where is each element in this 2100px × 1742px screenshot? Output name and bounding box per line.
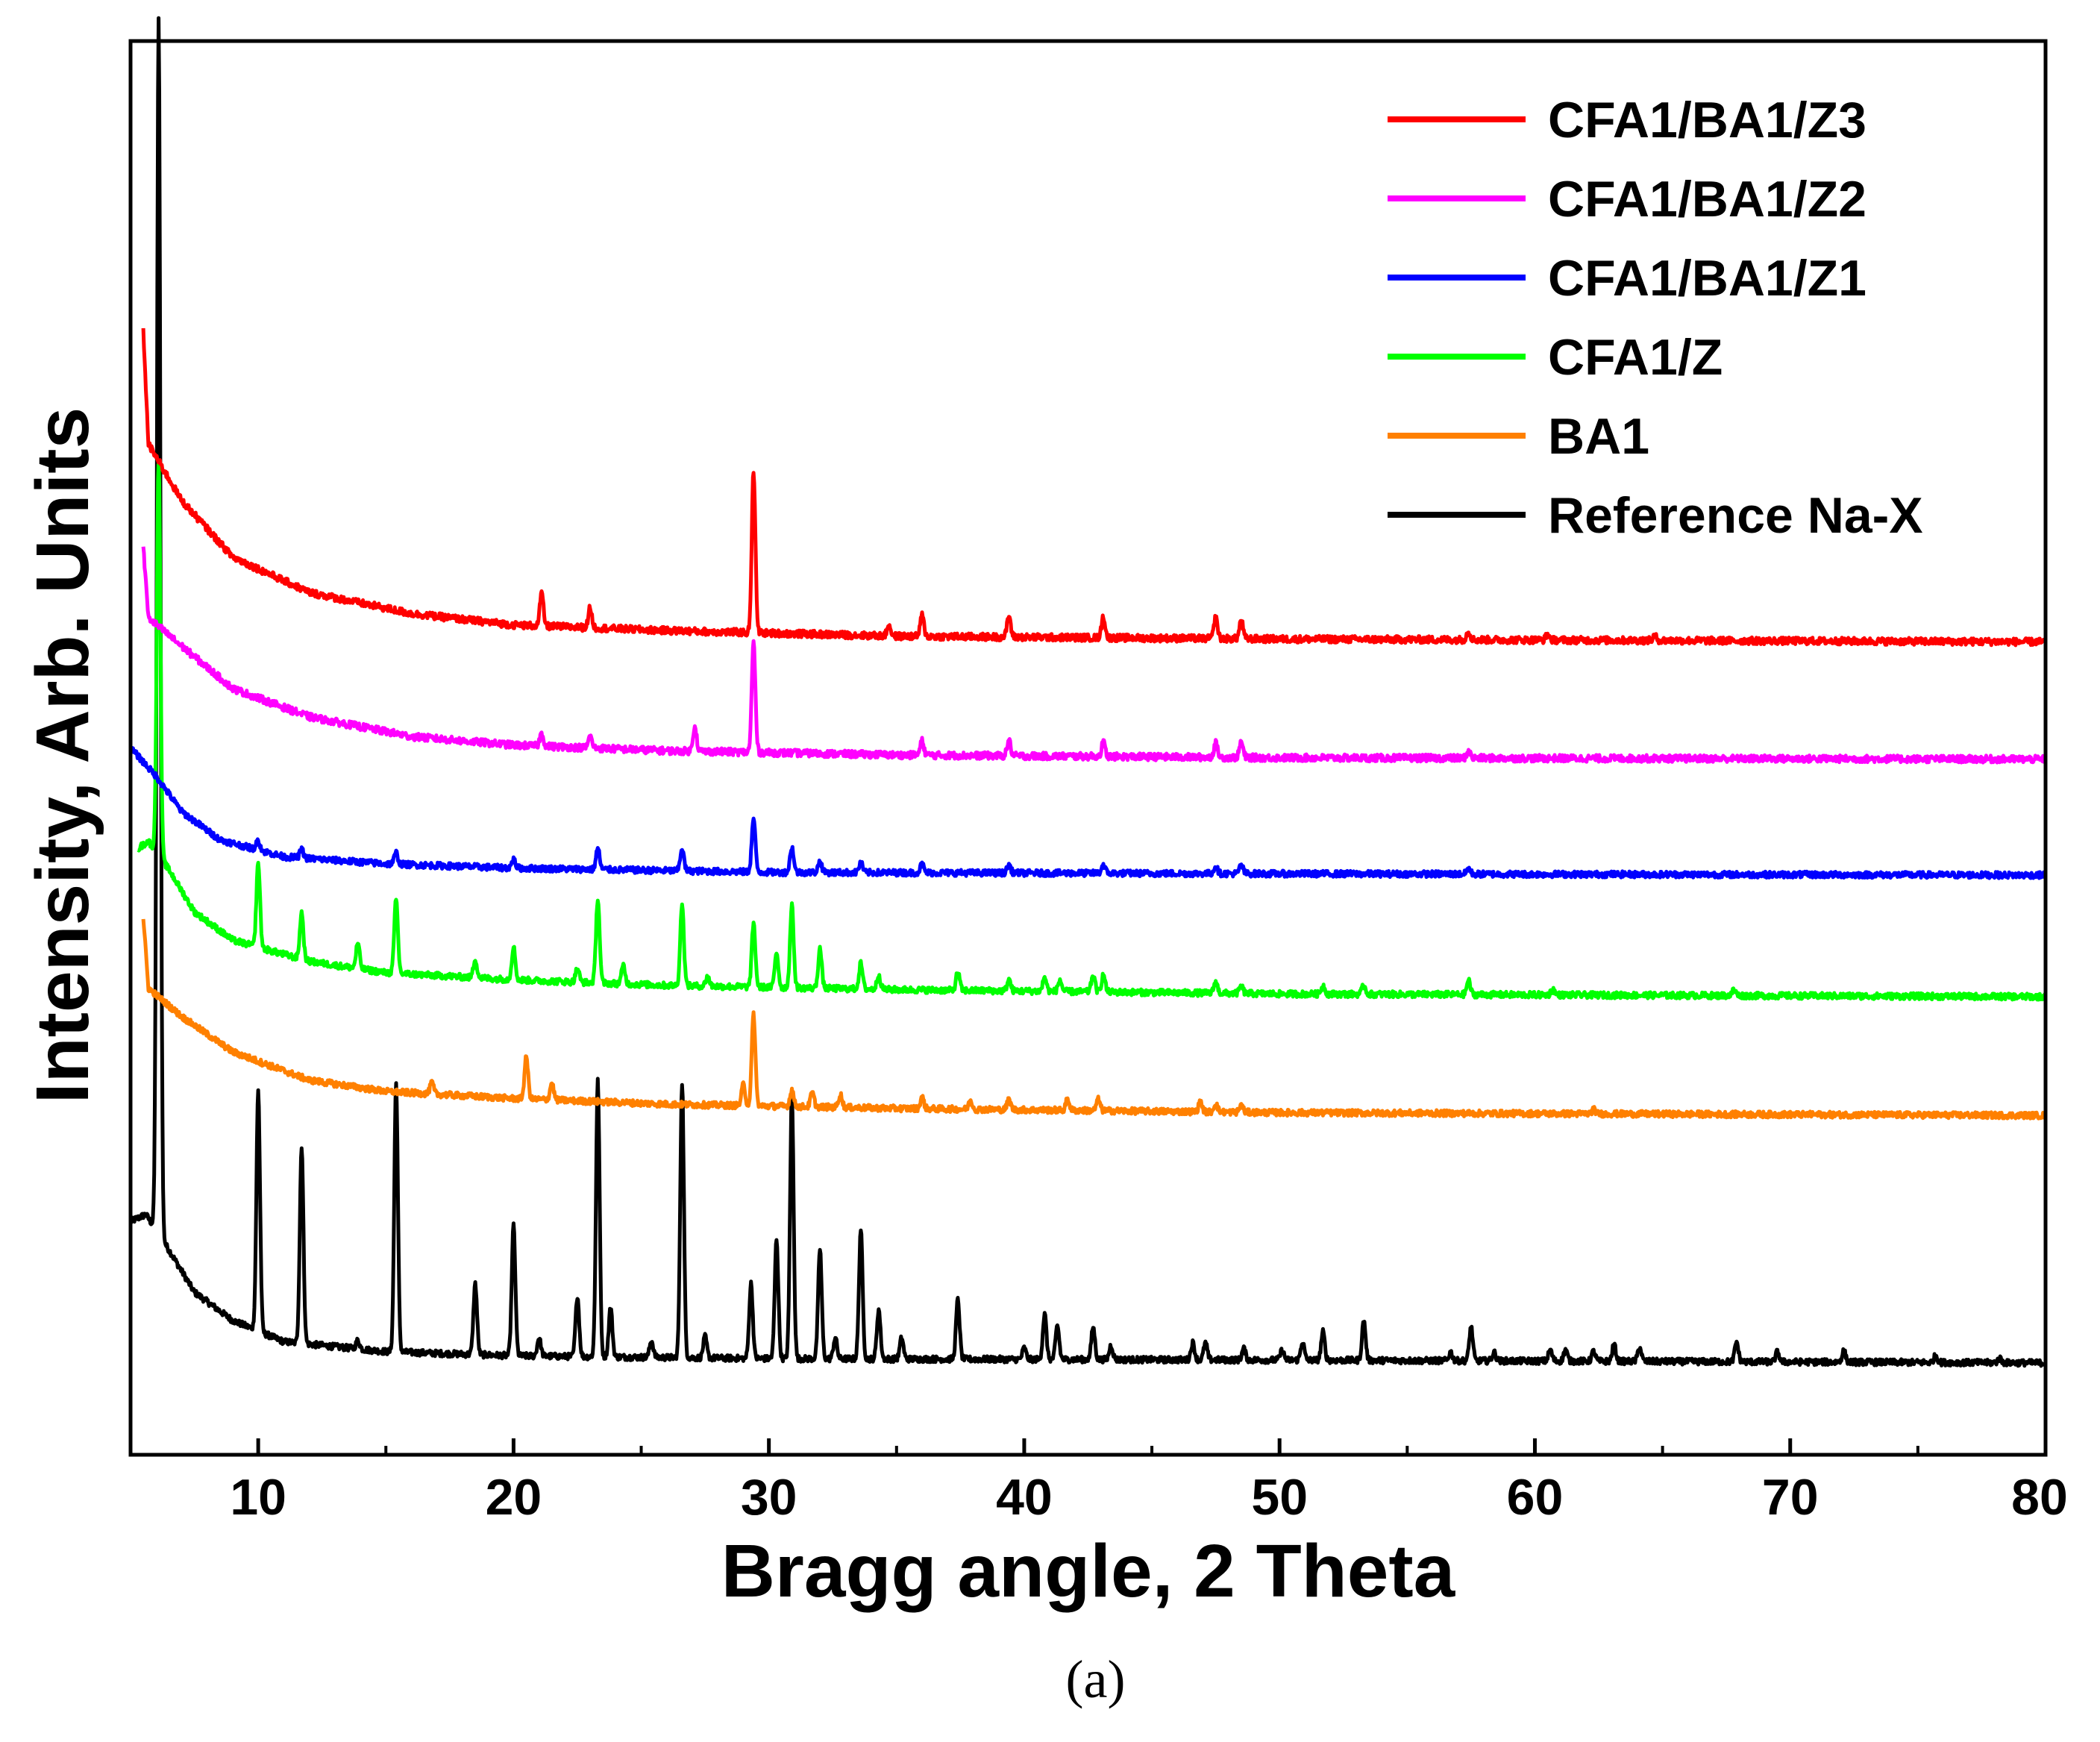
x-axis-label: Bragg angle, 2 Theta bbox=[721, 1529, 1456, 1613]
x-tick-label-50: 50 bbox=[1251, 1469, 1308, 1526]
legend-label-cfa1-z: CFA1/Z bbox=[1548, 329, 1723, 386]
legend-label-cfa1-ba1-z2: CFA1/BA1/Z2 bbox=[1548, 171, 1867, 228]
legend-label-ba1: BA1 bbox=[1548, 408, 1649, 465]
series-layer bbox=[128, 16, 2048, 1368]
series-line-cfa1-ba1-z3 bbox=[141, 328, 2048, 648]
x-axis-ticks: 10 20 30 40 50 60 70 80 bbox=[129, 1438, 2068, 1526]
x-tick-label-10: 10 bbox=[230, 1469, 286, 1526]
y-axis-label: Intensity, Arb. Units bbox=[21, 407, 104, 1103]
plot-frame bbox=[128, 39, 2048, 1457]
x-tick-label-70: 70 bbox=[1762, 1469, 1819, 1526]
series-line-cfa1-ba1-z1 bbox=[128, 746, 2048, 880]
x-tick-label-60: 60 bbox=[1507, 1469, 1564, 1526]
x-tick-label-20: 20 bbox=[486, 1469, 542, 1526]
series-line-ba1 bbox=[141, 918, 2047, 1121]
legend-label-cfa1-ba1-z3: CFA1/BA1/Z3 bbox=[1548, 92, 1867, 148]
figure-caption: (a) bbox=[1066, 1649, 1126, 1709]
series-line-cfa1-z bbox=[137, 460, 2048, 1002]
x-tick-label-80: 80 bbox=[2011, 1469, 2068, 1526]
legend-label-cfa1-ba1-z1: CFA1/BA1/Z1 bbox=[1548, 250, 1867, 307]
series-line-cfa1-ba1-z2 bbox=[141, 546, 2048, 765]
legend: CFA1/BA1/Z3 CFA1/BA1/Z2 CFA1/BA1/Z1 CFA1/Z B… bbox=[1388, 92, 1923, 544]
legend-label-reference-na-x: Reference Na-X bbox=[1548, 487, 1923, 544]
series-line-reference-na-x bbox=[128, 16, 2048, 1368]
x-tick-label-40: 40 bbox=[996, 1469, 1053, 1526]
x-tick-label-30: 30 bbox=[741, 1469, 797, 1526]
